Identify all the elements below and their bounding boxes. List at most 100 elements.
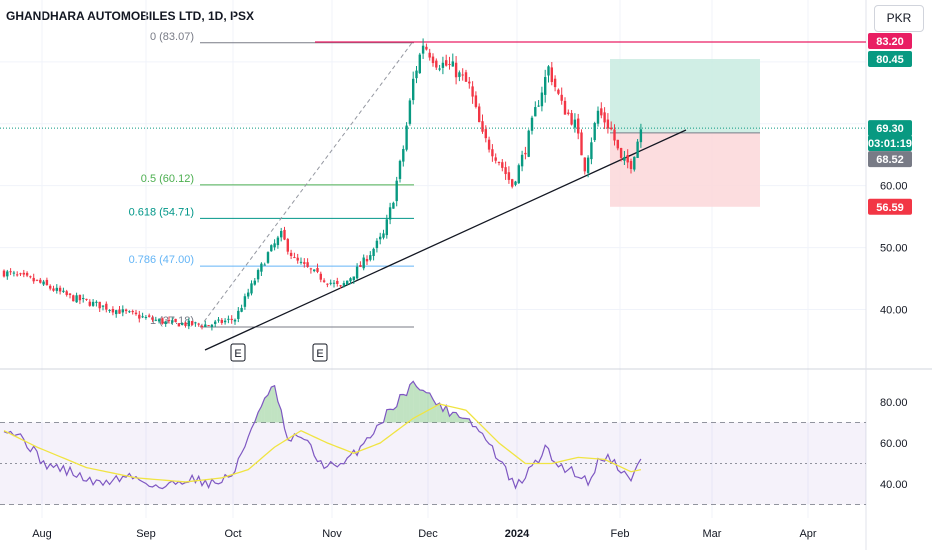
- candle-body-157: [520, 154, 524, 167]
- candle-189: [626, 149, 629, 169]
- candle-33: [111, 306, 115, 316]
- candle-114: [379, 232, 382, 245]
- candle-body-148: [491, 149, 494, 157]
- candle-body-136: [451, 61, 454, 67]
- price-tag-label-1: 80.45: [876, 54, 904, 66]
- candle-73: [243, 293, 247, 310]
- candle-body-186: [616, 139, 619, 149]
- candle-86: [286, 237, 289, 255]
- candle-body-0: [2, 270, 6, 277]
- price-tag-box-1: [868, 51, 912, 68]
- rsi-overbought-fill-80: [268, 387, 272, 423]
- candle-107: [355, 263, 359, 280]
- candle-20: [68, 293, 72, 299]
- candle-body-145: [481, 121, 484, 132]
- candle-body-68: [227, 318, 230, 320]
- candle-body-63: [210, 324, 214, 327]
- candle-74: [247, 288, 250, 299]
- candle-body-76: [253, 280, 256, 285]
- candle-27: [91, 299, 95, 307]
- candle-58: [194, 321, 197, 327]
- candle-15: [52, 285, 55, 292]
- candle-104: [346, 280, 349, 285]
- rsi-overbought-fill-129: [429, 393, 433, 423]
- candle-body-75: [250, 283, 253, 294]
- candle-body-168: [557, 89, 560, 94]
- candle-body-105: [349, 278, 352, 282]
- candle-body-154: [511, 179, 514, 187]
- candle-body-89: [296, 257, 299, 261]
- candle-body-70: [233, 319, 237, 322]
- candle-192: [636, 138, 639, 159]
- candle-body-62: [207, 325, 210, 327]
- candle-2: [9, 268, 12, 276]
- candle-body-49: [164, 321, 167, 324]
- candle-body-147: [487, 139, 491, 150]
- candle-117: [388, 202, 392, 225]
- candle-7: [25, 271, 29, 278]
- candle-82: [273, 239, 276, 251]
- fib-label-1: 0.5 (60.12): [141, 173, 194, 185]
- rsi-ma-line: [3, 403, 642, 483]
- rsi-axis[interactable]: 40.00 60.00 80.00: [880, 397, 908, 491]
- candlesticks: [2, 38, 643, 331]
- candle-body-102: [339, 285, 342, 287]
- candle-body-184: [610, 127, 613, 130]
- candle-135: [448, 56, 451, 70]
- candle-149: [494, 153, 497, 164]
- candle-156: [517, 163, 520, 185]
- rsi-overbought-fill-139: [462, 418, 466, 423]
- fib-label-0: 0 (83.07): [150, 31, 194, 43]
- candle-55: [184, 321, 187, 328]
- candle-123: [408, 98, 412, 126]
- candle-51: [171, 317, 174, 325]
- candle-130: [431, 53, 435, 67]
- candle-body-106: [352, 276, 355, 281]
- candle-body-77: [256, 270, 260, 280]
- candle-body-33: [111, 309, 115, 313]
- currency-button[interactable]: PKR: [874, 5, 924, 32]
- price-tick-0: 40.00: [880, 305, 908, 317]
- candle-94: [313, 269, 316, 273]
- candle-144: [478, 103, 481, 123]
- candle-body-56: [187, 320, 190, 327]
- candle-57: [190, 320, 194, 326]
- candle-body-88: [293, 257, 296, 259]
- candle-1: [6, 269, 9, 280]
- candle-body-190: [629, 160, 633, 170]
- price-tick-2: 60.00: [880, 181, 908, 193]
- price-axis[interactable]: 40.00 50.00 60.00: [880, 181, 908, 317]
- candle-92: [306, 258, 309, 268]
- candle-body-108: [359, 265, 362, 268]
- candle-body-67: [223, 320, 227, 323]
- candle-body-37: [124, 309, 128, 312]
- candle-138: [458, 70, 461, 82]
- candle-body-169: [560, 94, 563, 101]
- rsi-overbought-fill-83: [277, 401, 282, 423]
- candle-body-94: [313, 269, 316, 272]
- candle-body-135: [448, 63, 451, 66]
- rsi-overbought-fill-81: [271, 385, 275, 423]
- candle-190: [629, 158, 633, 174]
- candle-18: [62, 287, 65, 293]
- price-tag-box-3: [868, 135, 912, 152]
- candle-body-134: [445, 60, 448, 66]
- candle-165: [547, 65, 550, 83]
- rsi-overbought-fill-77: [258, 406, 262, 423]
- time-axis[interactable]: Aug Sep Oct Nov Dec 2024 Feb Mar Apr: [32, 528, 817, 540]
- candle-body-84: [280, 230, 283, 238]
- candle-body-114: [379, 236, 382, 240]
- rsi-overbought-fill-121: [403, 394, 407, 423]
- candle-body-7: [25, 272, 29, 276]
- candle-148: [491, 144, 494, 162]
- drawing-lines: [0, 41, 866, 351]
- candle-76: [253, 278, 256, 286]
- candle-21: [72, 294, 75, 302]
- candle-157: [520, 150, 524, 172]
- candle-body-24: [82, 298, 85, 300]
- candle-63: [210, 323, 214, 331]
- candle-42: [141, 312, 144, 319]
- candle-body-16: [55, 287, 58, 291]
- candle-body-93: [309, 268, 313, 270]
